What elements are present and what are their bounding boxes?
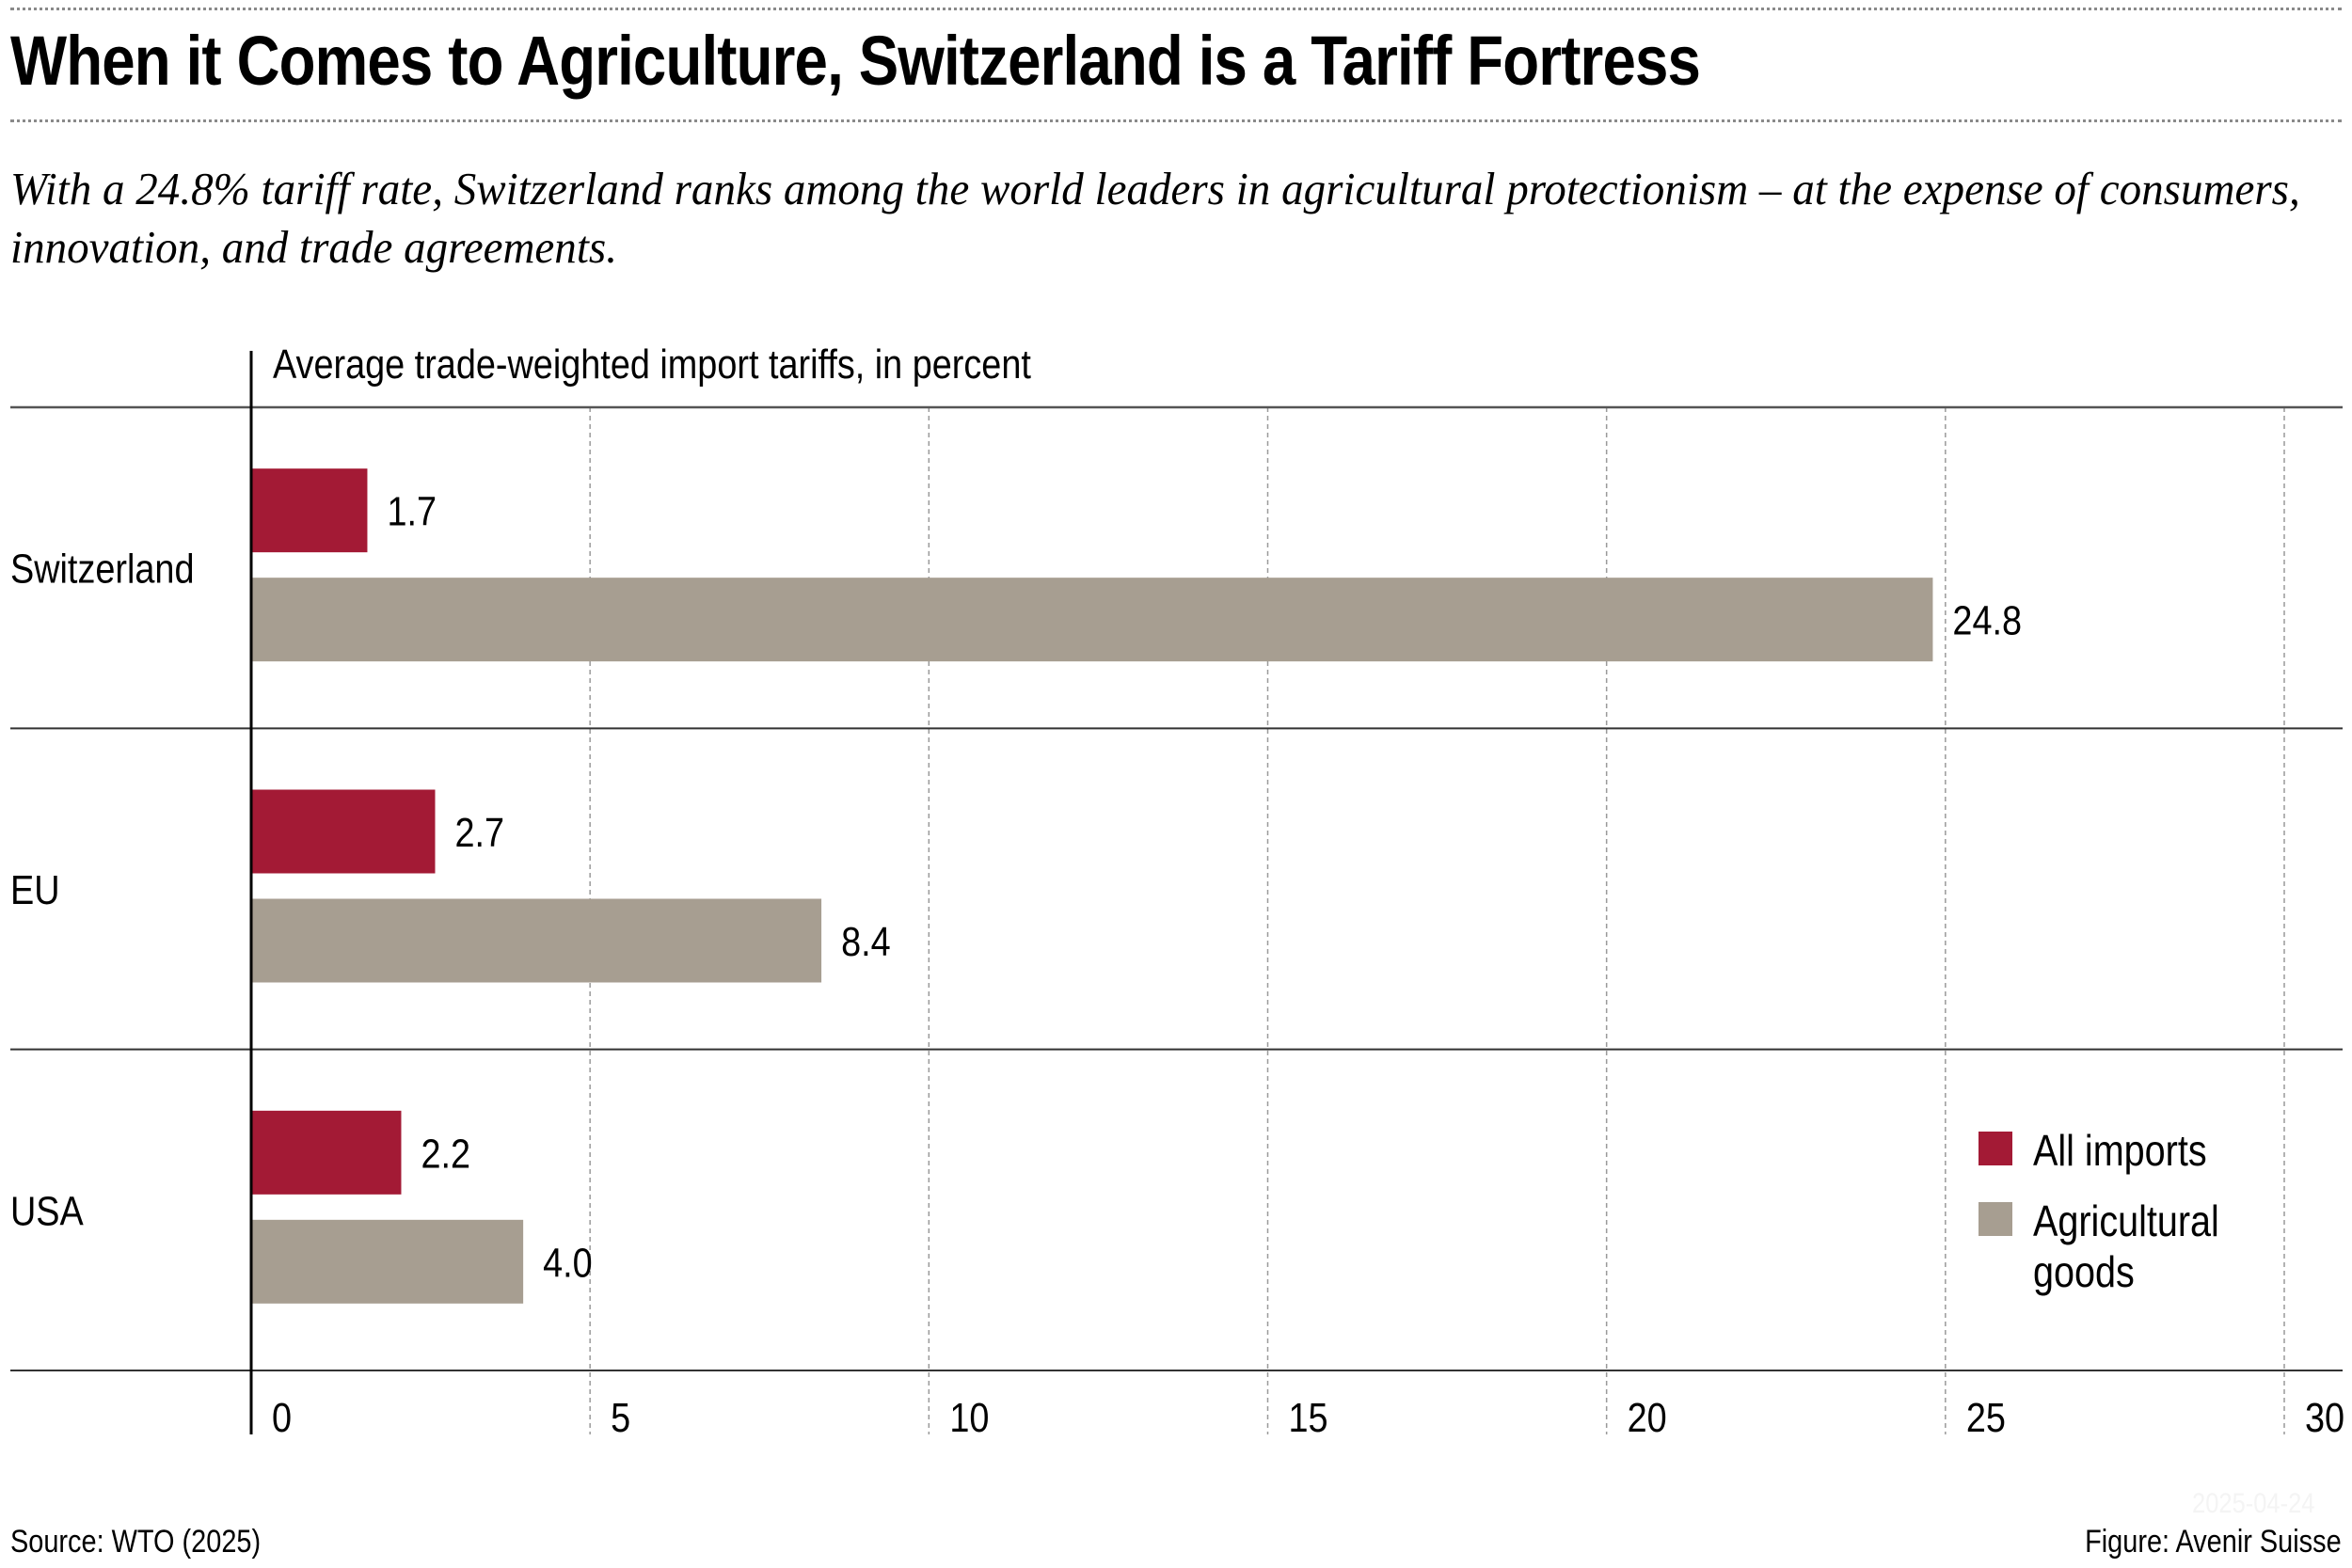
figure-credit: Figure: Avenir Suisse <box>2085 1524 2342 1560</box>
data-label: 24.8 <box>1952 597 2022 643</box>
category-label: Switzerland <box>10 546 195 592</box>
legend-swatch <box>1979 1132 2012 1165</box>
x-tick-label: 30 <box>2305 1394 2344 1440</box>
x-tick-label: 0 <box>272 1394 292 1440</box>
bar-all-imports <box>252 468 368 553</box>
data-label: 2.2 <box>421 1131 470 1177</box>
x-tick-label: 15 <box>1289 1394 1328 1440</box>
legend-swatch <box>1979 1202 2012 1236</box>
x-tick-label: 20 <box>1628 1394 1667 1440</box>
x-tick-label: 10 <box>949 1394 989 1440</box>
legend-label: goods <box>2033 1248 2135 1296</box>
source-note: Source: WTO (2025) <box>10 1524 262 1560</box>
data-label: 4.0 <box>543 1240 593 1286</box>
title-divider <box>10 119 2342 122</box>
category-labels: Switzerland EU USA <box>10 546 195 1234</box>
legend-label: Agricultural <box>2033 1197 2219 1245</box>
data-label: 1.7 <box>387 488 437 534</box>
x-tick-labels: 0 5 10 15 20 25 30 <box>272 1394 2344 1440</box>
bar-all-imports <box>252 789 436 874</box>
data-label: 2.7 <box>454 809 504 855</box>
bar-all-imports <box>252 1110 402 1195</box>
category-separators <box>10 405 2343 1371</box>
category-label: EU <box>10 866 60 912</box>
bar-agricultural-goods <box>252 898 822 983</box>
category-label: USA <box>10 1188 84 1234</box>
x-tick-label: 5 <box>611 1394 630 1440</box>
legend-label: All imports <box>2033 1127 2207 1175</box>
bars: 1.7 24.8 2.7 8.4 2.2 4.0 <box>252 468 2022 1304</box>
axis-title: Average trade-weighted import tariffs, i… <box>273 341 1031 387</box>
top-divider <box>10 8 2342 10</box>
bar-agricultural-goods <box>252 1219 524 1304</box>
x-tick-label: 25 <box>1966 1394 2006 1440</box>
chart-title: When it Comes to Agriculture, Switzerlan… <box>10 22 1701 100</box>
data-label: 8.4 <box>841 918 891 964</box>
date-watermark: 2025-04-24 <box>2191 1488 2314 1519</box>
bar-agricultural-goods <box>252 578 1933 662</box>
chart-subtitle: With a 24.8% tariff rate, Switzerland ra… <box>10 163 2300 273</box>
